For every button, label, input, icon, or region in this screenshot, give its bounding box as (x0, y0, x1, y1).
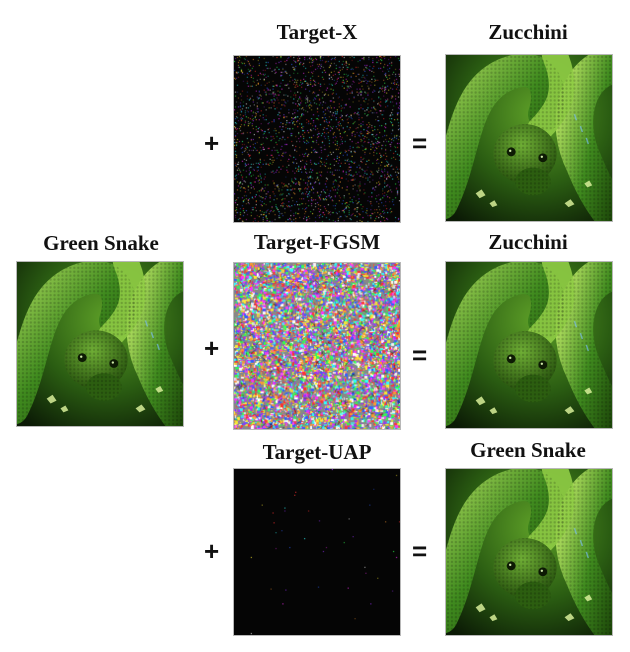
perturbation-image-target-uap (233, 468, 401, 636)
output-label-2: Zucchini (488, 230, 568, 254)
perturbation-image-target-x (233, 55, 401, 223)
output-label-1: Zucchini (488, 20, 568, 44)
source-label: Green Snake (43, 231, 159, 255)
perturbation-label-2: Target-FGSM (253, 230, 381, 254)
equals-sign-3: = (412, 536, 428, 566)
output-snake-image-3 (445, 468, 613, 636)
output-label-3: Green Snake (470, 438, 586, 462)
output-snake-image-2 (445, 261, 613, 429)
plus-sign-1: + (204, 128, 220, 158)
plus-sign-3: + (204, 536, 220, 566)
equals-sign-2: = (412, 340, 428, 370)
perturbation-image-target-fgsm (233, 262, 401, 430)
perturbation-label-3: Target-UAP (262, 440, 372, 464)
source-snake-image (16, 261, 184, 427)
equals-sign-1: = (412, 128, 428, 158)
plus-sign-2: + (204, 333, 220, 363)
perturbation-label-1: Target-X (276, 20, 358, 44)
output-snake-image-1 (445, 54, 613, 222)
